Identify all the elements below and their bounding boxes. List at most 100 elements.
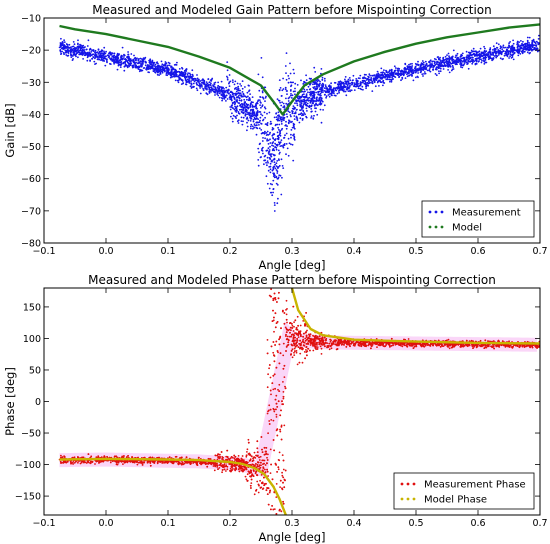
data-point — [435, 68, 438, 71]
data-point — [269, 158, 272, 161]
data-point — [284, 65, 287, 67]
data-point — [199, 92, 202, 95]
data-point — [271, 144, 273, 147]
data-point — [479, 47, 482, 50]
data-point — [288, 119, 290, 122]
data-point — [137, 68, 140, 70]
data-point — [332, 87, 335, 90]
data-point — [359, 84, 362, 86]
data-point — [104, 64, 107, 67]
data-point — [293, 112, 296, 115]
data-point — [424, 60, 427, 63]
data-point — [282, 106, 285, 109]
data-point — [279, 101, 281, 104]
data-point — [468, 55, 470, 58]
data-point — [267, 143, 270, 145]
data-point — [287, 81, 290, 84]
data-point — [375, 76, 378, 78]
data-point — [266, 130, 269, 133]
data-point — [291, 112, 294, 115]
data-point — [497, 43, 500, 46]
data-point — [252, 105, 255, 108]
data-point — [456, 58, 458, 60]
data-point — [319, 80, 321, 83]
data-point — [294, 102, 296, 105]
data-point — [274, 142, 276, 145]
data-point — [229, 94, 232, 96]
data-point — [273, 210, 276, 212]
data-point — [240, 99, 243, 101]
data-point — [400, 70, 403, 72]
data-point — [125, 60, 127, 62]
data-point — [280, 145, 283, 147]
data-point — [188, 82, 191, 84]
data-point — [280, 139, 283, 142]
data-point — [482, 57, 485, 60]
data-point — [222, 94, 225, 97]
data-point — [87, 39, 90, 42]
data-point — [412, 72, 415, 75]
data-point — [184, 78, 187, 81]
data-point — [199, 80, 202, 82]
data-point — [524, 42, 527, 45]
data-point — [273, 116, 276, 119]
data-point — [287, 110, 290, 113]
data-point — [349, 79, 352, 82]
data-point — [448, 71, 451, 74]
data-point — [282, 146, 285, 149]
data-point — [121, 46, 124, 49]
data-point — [281, 127, 284, 130]
chart-title: Measured and Modeled Gain Pattern before… — [92, 3, 492, 17]
data-point — [246, 125, 249, 128]
data-point — [148, 59, 151, 62]
data-point — [405, 68, 408, 71]
data-point — [313, 93, 315, 96]
data-point — [439, 70, 442, 73]
data-point — [235, 86, 238, 89]
data-point — [203, 79, 206, 82]
data-point — [318, 88, 321, 91]
data-point — [259, 104, 261, 106]
data-point — [152, 70, 155, 72]
data-point — [405, 71, 408, 73]
data-point — [538, 34, 540, 37]
data-point — [521, 47, 523, 49]
data-point — [269, 142, 272, 144]
data-point — [172, 72, 175, 75]
data-point — [185, 70, 188, 72]
data-point — [77, 56, 79, 59]
data-point — [59, 46, 62, 48]
data-point — [406, 73, 408, 76]
data-point — [293, 115, 296, 117]
series-model — [59, 23, 540, 116]
data-point — [430, 65, 432, 68]
data-point — [279, 151, 281, 154]
data-point — [277, 118, 279, 121]
data-point — [350, 81, 353, 84]
data-point — [293, 72, 295, 75]
data-point — [381, 71, 384, 74]
data-point — [406, 67, 409, 69]
data-point — [91, 49, 93, 52]
data-point — [255, 107, 257, 110]
data-point — [131, 65, 134, 68]
data-point — [520, 40, 522, 42]
data-point — [203, 81, 206, 83]
data-point — [502, 50, 505, 52]
data-point — [281, 176, 283, 179]
data-point — [303, 91, 305, 93]
data-point — [180, 71, 183, 74]
data-point — [301, 119, 304, 121]
data-point — [299, 117, 302, 120]
data-point — [448, 56, 451, 59]
data-point — [512, 58, 515, 61]
data-point — [318, 93, 320, 96]
data-point — [331, 89, 334, 92]
data-point — [272, 191, 274, 194]
data-point — [318, 85, 320, 88]
data-point — [268, 187, 271, 190]
data-point — [236, 96, 238, 98]
data-point — [460, 57, 463, 60]
data-point — [429, 60, 431, 63]
data-point — [447, 69, 449, 71]
